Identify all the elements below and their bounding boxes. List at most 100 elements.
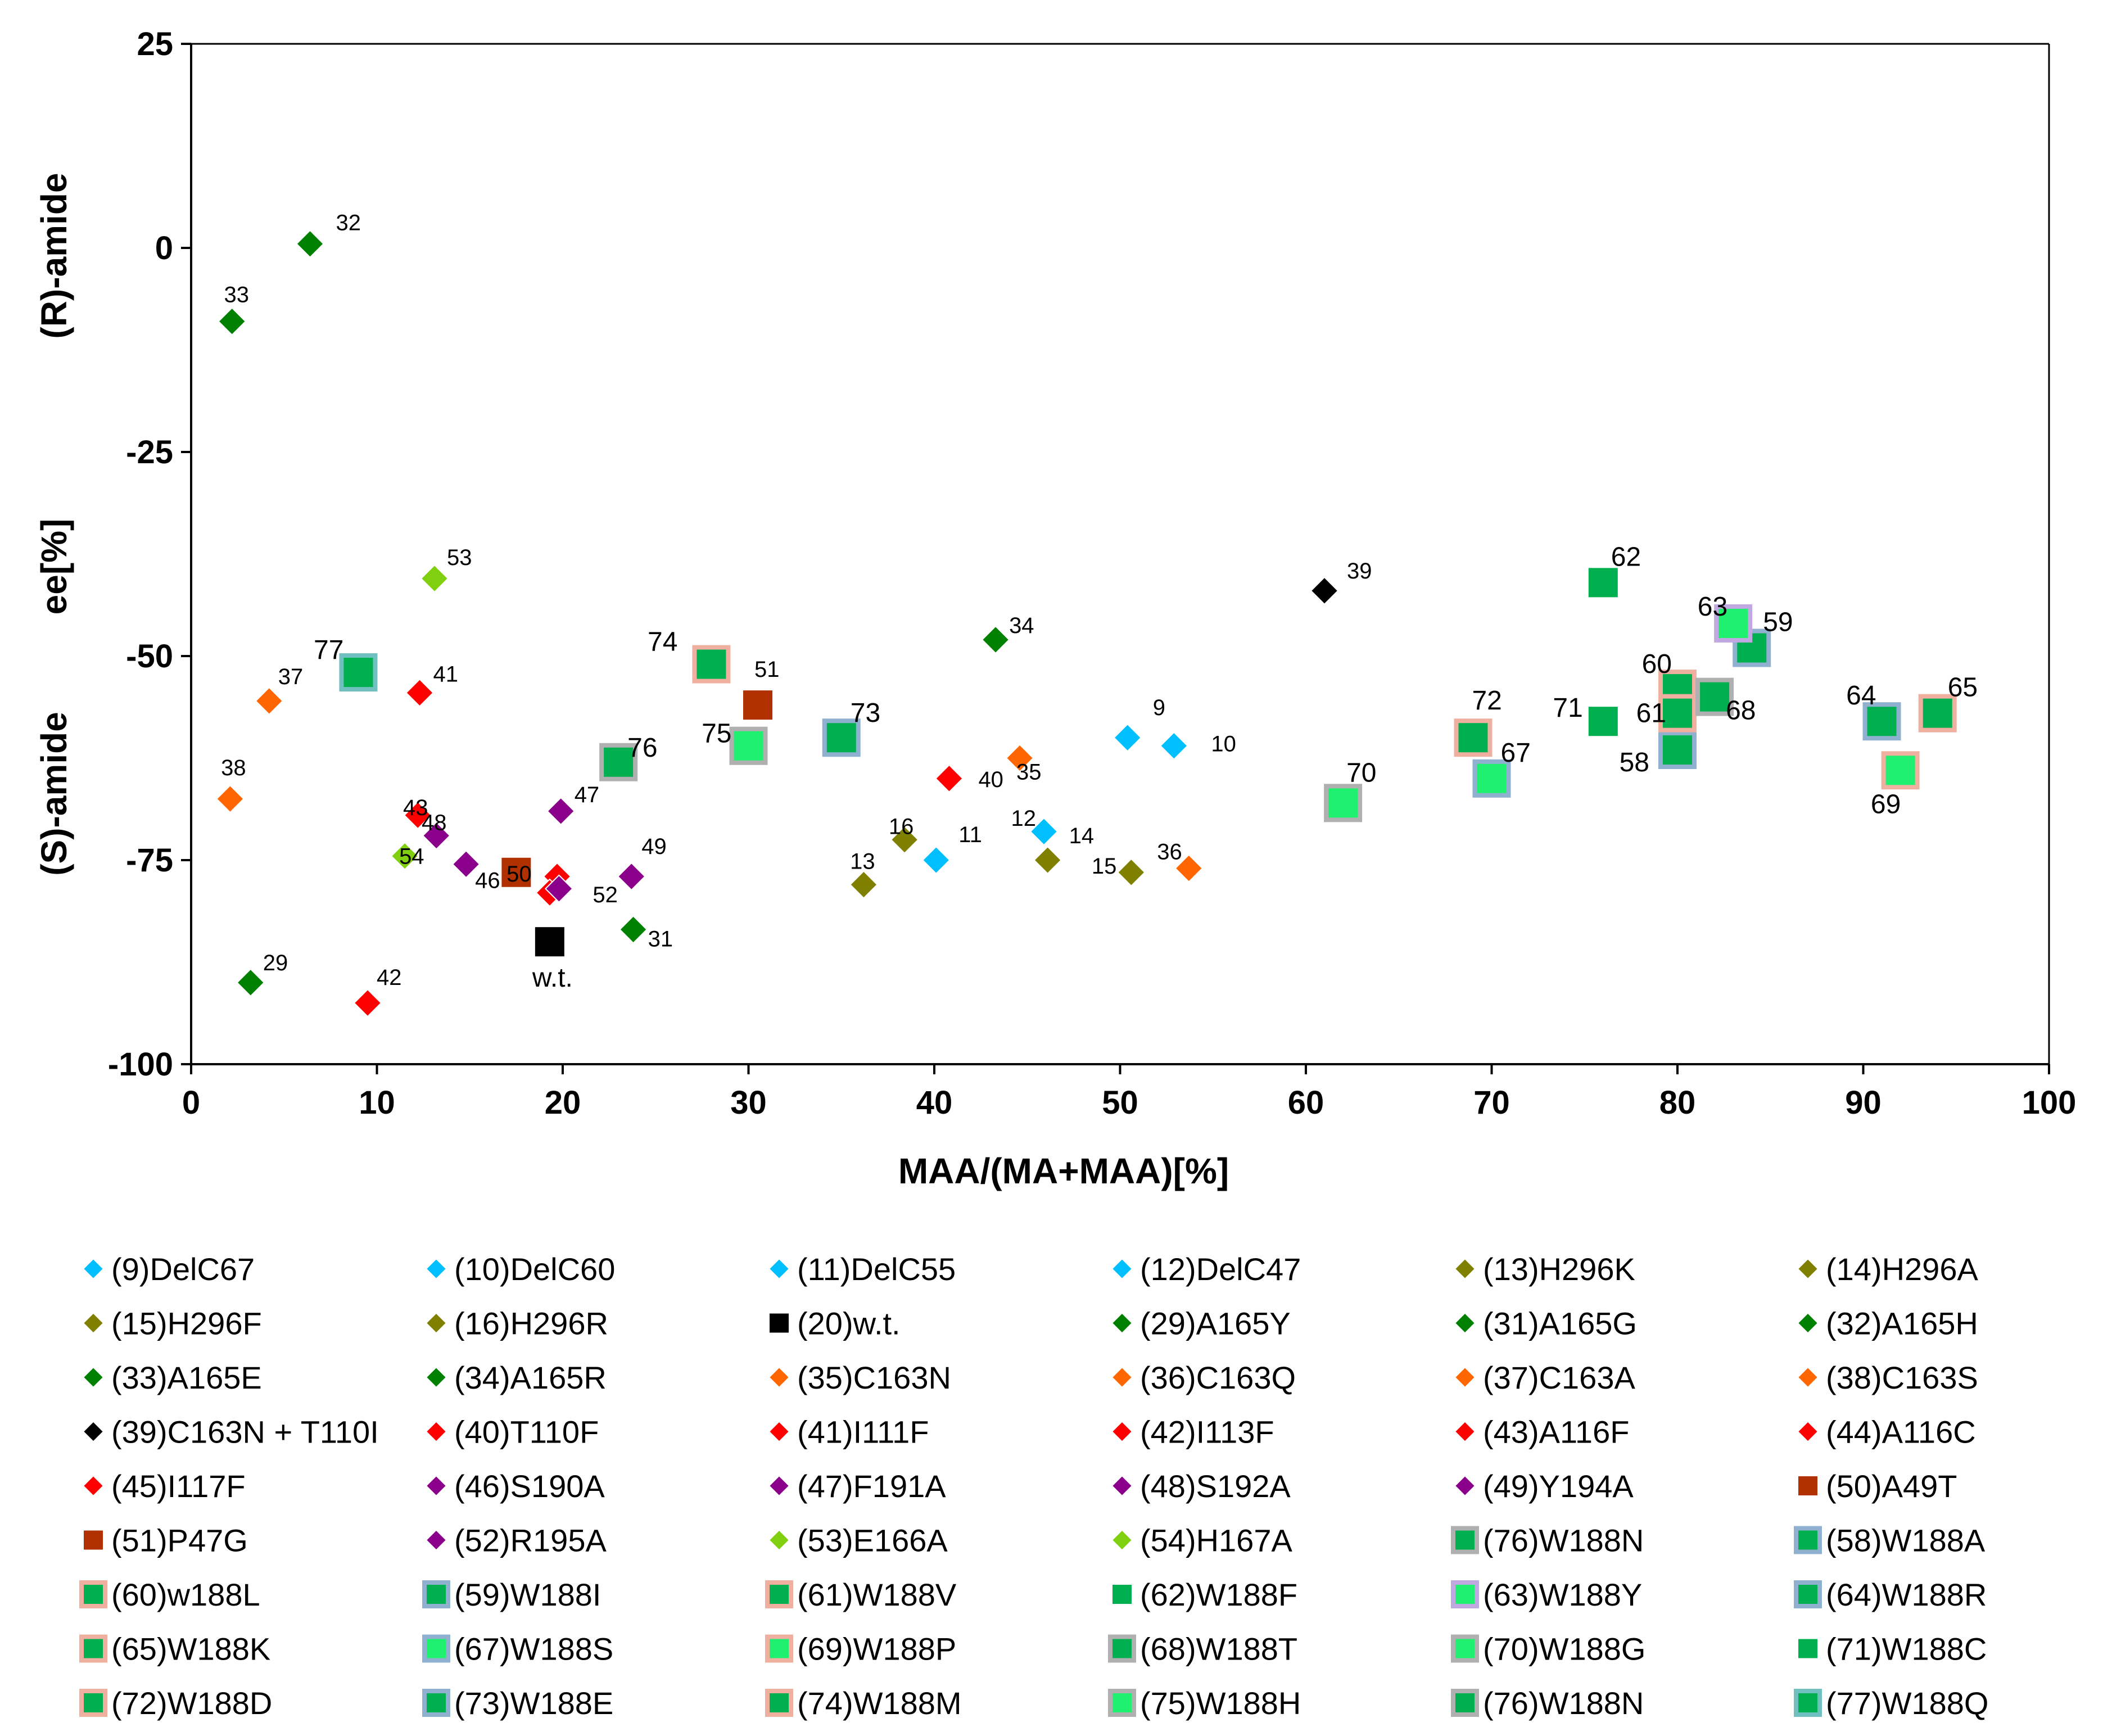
legend-marker — [1112, 1585, 1132, 1604]
legend-marker — [1111, 1258, 1133, 1280]
data-label-64: 64 — [1846, 681, 1876, 711]
legend-entry: (32)A165H — [1826, 1306, 1978, 1341]
legend-entry: (47)F191A — [797, 1468, 946, 1504]
legend-marker — [1111, 1366, 1133, 1389]
legend-marker — [1111, 1529, 1133, 1551]
legend-marker — [1108, 1689, 1136, 1717]
legend-entry: (77)W188Q — [1826, 1685, 1988, 1721]
legend-entry: (39)C163N + T110I — [111, 1414, 379, 1450]
legend-marker — [425, 1529, 447, 1551]
x-tick-label: 100 — [2022, 1084, 2077, 1121]
legend-marker — [1451, 1580, 1479, 1608]
data-label-61: 61 — [1636, 699, 1666, 729]
legend-entry: (76)W188N — [1483, 1523, 1644, 1558]
legend-marker — [1111, 1475, 1133, 1497]
y-tick-label: -50 — [126, 638, 173, 675]
data-label-39: 39 — [1347, 559, 1372, 584]
x-tick-label: 40 — [916, 1084, 953, 1121]
legend-entry: (68)W188T — [1140, 1631, 1297, 1667]
legend-entry: (53)E166A — [797, 1523, 948, 1558]
legend-entry: (10)DelC60 — [454, 1251, 615, 1287]
data-point-69 — [1881, 751, 1920, 790]
legend-entry: (50)A49T — [1826, 1468, 1957, 1504]
legend-entry: (12)DelC47 — [1140, 1251, 1301, 1287]
y-tick-label: 25 — [137, 26, 173, 62]
data-point-12 — [1029, 817, 1059, 846]
data-label-38: 38 — [221, 756, 246, 780]
data-points — [215, 229, 1957, 1018]
data-label-69: 69 — [1871, 789, 1901, 819]
legend-marker — [422, 1580, 450, 1608]
data-point-65 — [1918, 694, 1957, 733]
x-tick-label: 30 — [730, 1084, 767, 1121]
legend-entry: (58)W188A — [1826, 1523, 1986, 1558]
legend-marker — [82, 1421, 105, 1443]
data-point-70 — [1324, 784, 1363, 822]
data-label-77: 77 — [314, 635, 343, 665]
data-label-50: 50 — [506, 862, 532, 887]
data-point-41 — [405, 678, 434, 707]
legend-entry: (20)w.t. — [797, 1306, 901, 1341]
legend-marker — [82, 1258, 105, 1280]
data-label-47: 47 — [575, 783, 600, 807]
data-label-51: 51 — [754, 657, 780, 682]
y-tick-label: -25 — [126, 434, 173, 471]
legend-entry: (37)C163A — [1483, 1360, 1635, 1395]
legend-entry: (13)H296K — [1483, 1251, 1635, 1287]
data-label-74: 74 — [648, 627, 677, 657]
legend-marker — [1794, 1580, 1822, 1608]
data-label-34: 34 — [1009, 613, 1034, 638]
legend-marker — [1797, 1312, 1819, 1334]
legend-marker — [79, 1689, 107, 1717]
data-label-12: 12 — [1011, 806, 1036, 831]
legend-entry: (51)P47G — [111, 1523, 248, 1558]
data-point-11 — [921, 846, 951, 875]
legend-entry: (34)A165R — [454, 1360, 607, 1395]
data-point-47 — [546, 797, 576, 826]
legend-entry: (9)DelC67 — [111, 1251, 255, 1287]
data-point-48 — [422, 821, 451, 850]
data-label-31: 31 — [648, 926, 673, 951]
data-label-11: 11 — [958, 822, 982, 847]
data-label-70: 70 — [1346, 758, 1376, 788]
data-point-20 — [535, 927, 564, 957]
legend-entry: (69)W188P — [797, 1631, 956, 1667]
legend-marker — [1797, 1258, 1819, 1280]
data-label-53: 53 — [447, 545, 472, 570]
data-point-62 — [1588, 568, 1618, 598]
legend-marker — [1451, 1634, 1479, 1663]
data-point-76 — [599, 743, 638, 781]
x-tick-label: 90 — [1845, 1084, 1882, 1121]
legend-marker — [82, 1312, 105, 1334]
data-point-34 — [981, 625, 1010, 654]
legend: (9)DelC67 (10)DelC60 (11)DelC55 (12)DelC47 (… — [79, 1251, 1988, 1721]
data-label-14: 14 — [1069, 824, 1095, 848]
data-label-54: 54 — [399, 844, 424, 869]
legend-marker — [1798, 1476, 1817, 1495]
data-point-39 — [1310, 576, 1339, 605]
legend-marker — [425, 1421, 447, 1443]
legend-marker — [1111, 1421, 1133, 1443]
legend-marker — [1454, 1421, 1476, 1443]
x-tick-label: 20 — [545, 1084, 581, 1121]
legend-entry: (16)H296R — [454, 1306, 608, 1341]
data-label-59: 59 — [1763, 607, 1793, 637]
data-label-52: 52 — [593, 883, 618, 907]
data-point-35 — [1005, 744, 1034, 772]
legend-marker — [422, 1689, 450, 1717]
y-tick-label: 0 — [155, 230, 173, 266]
data-point-68 — [1695, 677, 1734, 716]
legend-entry: (41)I111F — [797, 1414, 929, 1450]
legend-marker — [765, 1634, 793, 1663]
legend-marker — [768, 1258, 790, 1280]
data-point-64 — [1862, 702, 1901, 741]
axes: 0 10 20 30 40 50 60 70 80 90 100 25 0 -25 -50 -75 -100 — [108, 26, 2076, 1121]
data-label-29: 29 — [263, 951, 288, 975]
y-axis-title-r-amide: (R)-amide — [34, 173, 74, 338]
legend-entry: (35)C163N — [797, 1360, 951, 1395]
data-point-15 — [1116, 858, 1146, 887]
legend-entry: (70)W188G — [1483, 1631, 1645, 1667]
legend-entry: (49)Y194A — [1483, 1468, 1634, 1504]
legend-entry: (11)DelC55 — [797, 1251, 956, 1287]
